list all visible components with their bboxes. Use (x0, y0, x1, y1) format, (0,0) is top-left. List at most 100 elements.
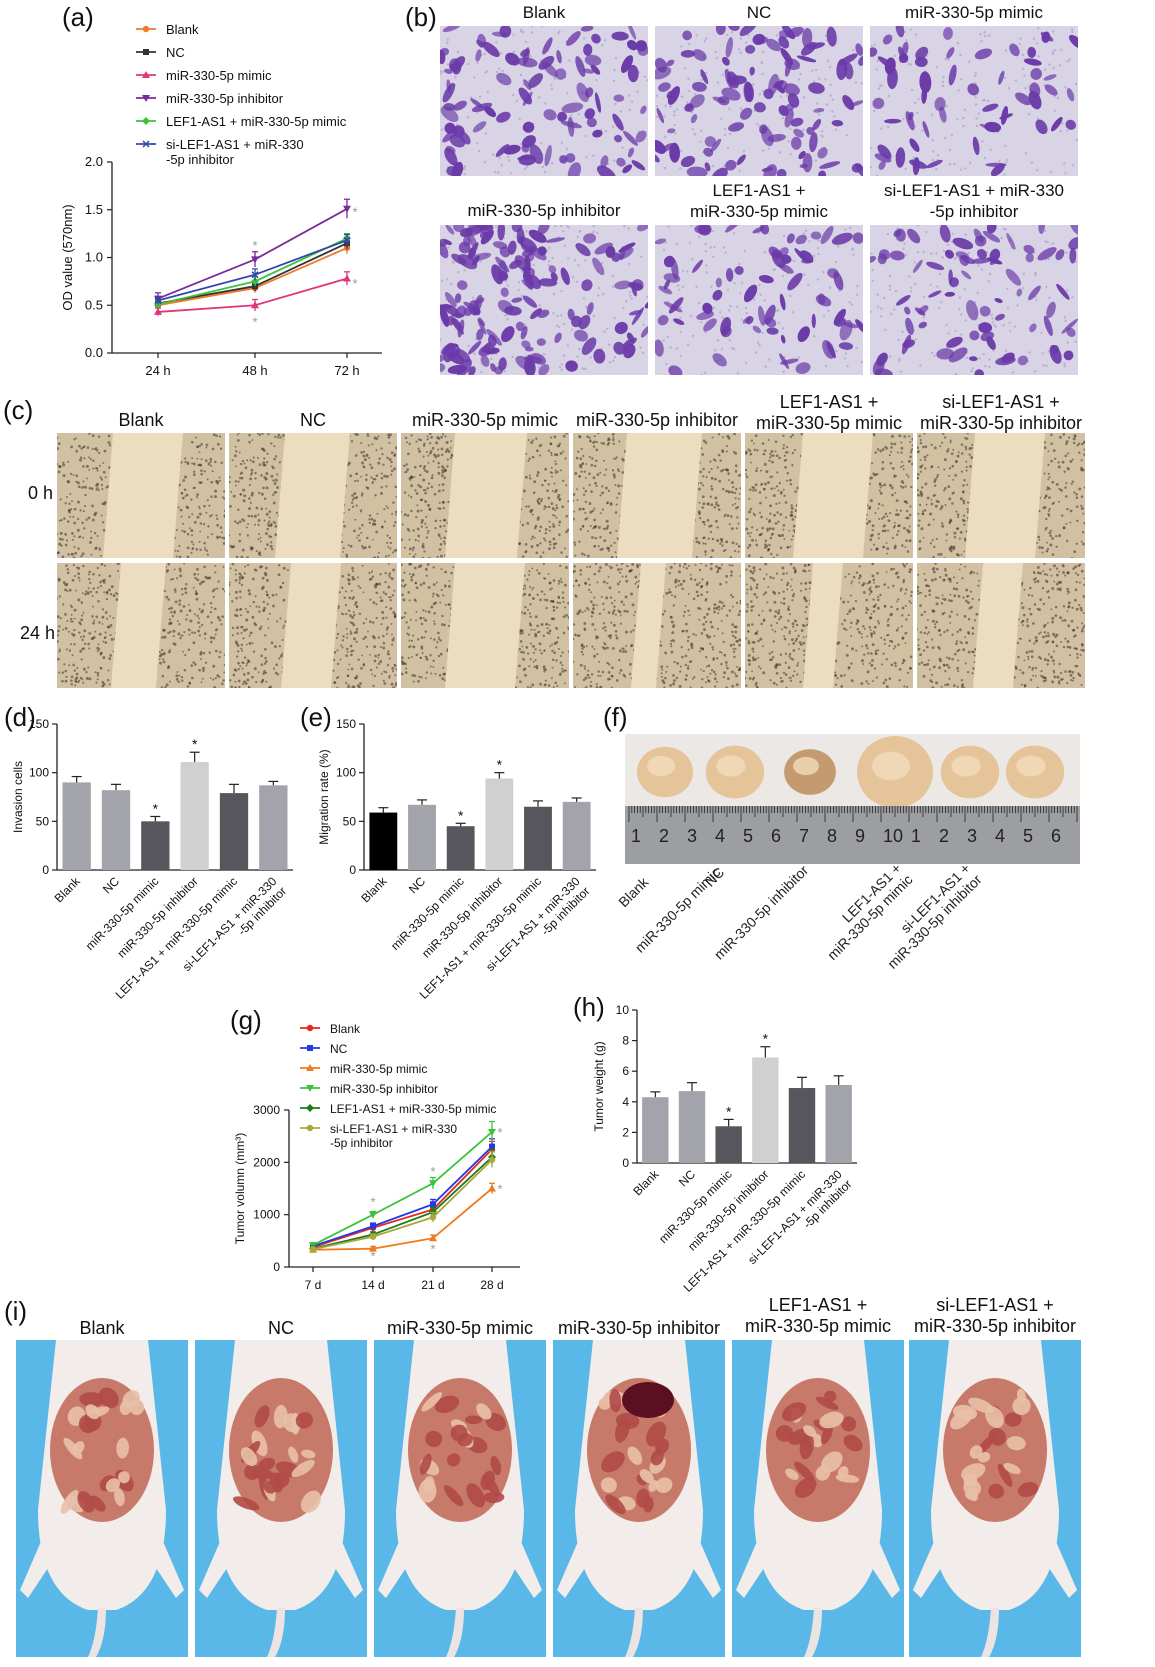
cell-dot (438, 507, 442, 511)
stained-cell (1066, 327, 1076, 337)
membrane-pore (576, 355, 579, 358)
stained-cell (447, 364, 468, 374)
cell-dot (962, 501, 966, 505)
membrane-pore (1075, 138, 1078, 142)
cell-dot (926, 496, 930, 500)
membrane-pore (675, 242, 679, 246)
cell-dot (546, 489, 549, 493)
cell-dot (441, 483, 445, 486)
cell-dot (201, 666, 205, 670)
cell-dot (70, 553, 73, 555)
cell-dot (730, 527, 734, 530)
cell-dot (422, 542, 425, 546)
cell-dot (620, 485, 623, 487)
cell-dot (240, 476, 244, 480)
membrane-pore (944, 57, 947, 61)
cell-dot (199, 548, 202, 552)
cell-dot (236, 433, 239, 436)
cell-dot (100, 554, 102, 557)
cell-dot (270, 522, 273, 526)
membrane-pore (1034, 274, 1037, 277)
cell-dot (181, 496, 185, 500)
membrane-pore (726, 146, 730, 150)
cell-dot (64, 543, 68, 547)
stained-cell (725, 268, 734, 282)
cell-dot (547, 547, 551, 551)
cell-dot (1078, 487, 1082, 491)
cell-dot (378, 457, 381, 460)
cell-dot (920, 493, 924, 497)
membrane-pore (565, 147, 569, 151)
membrane-pore (700, 129, 703, 132)
membrane-pore (738, 169, 741, 173)
membrane-pore (585, 155, 588, 159)
cell-dot (424, 469, 427, 472)
cell-dot (414, 489, 417, 492)
cell-dot (965, 465, 968, 469)
cell-dot (230, 490, 233, 493)
cell-dot (758, 511, 761, 514)
stained-cell (934, 97, 946, 112)
cell-dot (204, 548, 206, 551)
cell-dot (61, 538, 64, 541)
stained-cell (626, 332, 635, 343)
cell-dot (422, 444, 426, 447)
cell-dot (697, 541, 701, 544)
stained-cell (515, 355, 534, 371)
cell-dot (703, 536, 706, 539)
wound-row-label: 24 h (20, 623, 56, 643)
cell-dot (700, 447, 703, 450)
cell-dot (180, 675, 184, 679)
stained-cell (795, 362, 811, 374)
cell-dot (734, 497, 737, 500)
cell-dot (393, 549, 396, 552)
stained-cell (637, 44, 648, 56)
panel-label-b: (b) (405, 2, 437, 32)
cell-dot (707, 502, 710, 505)
cell-dot (783, 494, 786, 498)
membrane-pore (630, 297, 633, 300)
cell-dot (929, 512, 933, 516)
data-point (251, 271, 259, 279)
cell-dot (95, 546, 98, 549)
membrane-pore (446, 41, 449, 45)
membrane-pore (917, 225, 920, 227)
cell-dot (91, 518, 95, 522)
membrane-pore (825, 103, 829, 106)
cell-dot (443, 470, 446, 473)
membrane-pore (503, 370, 506, 373)
membrane-pore (463, 269, 466, 272)
cell-dot (919, 465, 923, 469)
cell-dot (758, 491, 762, 494)
cell-dot (770, 450, 774, 453)
cell-dot (1082, 512, 1085, 515)
membrane-pore (446, 63, 450, 66)
membrane-pore (816, 278, 820, 281)
membrane-pore (758, 343, 761, 347)
cell-dot (1045, 517, 1048, 521)
cell-dot (586, 554, 590, 558)
stained-cell (1061, 318, 1078, 334)
cell-dot (75, 480, 78, 483)
micrograph-image (655, 225, 863, 375)
cell-dot (539, 542, 542, 545)
cell-dot (194, 576, 197, 580)
cell-dot (416, 509, 420, 513)
membrane-pore (974, 103, 978, 106)
cell-dot (439, 537, 442, 540)
stained-cell (584, 54, 602, 66)
cell-dot (386, 456, 389, 460)
cell-dot (1058, 534, 1062, 538)
cell-dot (778, 456, 781, 460)
micrograph-cells (655, 225, 863, 375)
cell-dot (422, 455, 425, 458)
membrane-pore (772, 268, 775, 272)
stained-cell (631, 307, 644, 325)
membrane-pore (695, 34, 698, 37)
cell-dot (100, 563, 104, 566)
cell-dot (161, 674, 165, 678)
cell-dot (223, 509, 225, 513)
cell-dot (581, 552, 584, 556)
stained-cell (614, 321, 628, 335)
cell-dot (1046, 541, 1048, 544)
